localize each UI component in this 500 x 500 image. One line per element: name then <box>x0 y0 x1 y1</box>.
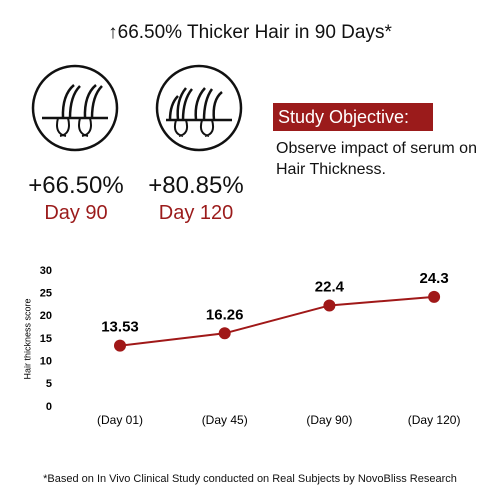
data-label: 13.53 <box>101 319 139 336</box>
point <box>323 299 336 312</box>
y-tick-label: 25 <box>40 288 52 300</box>
point <box>428 290 441 303</box>
stat-label: Day 120 <box>158 202 234 224</box>
stat-value: +80.85% <box>148 172 244 199</box>
point <box>114 339 126 352</box>
stat-value: +66.50% <box>28 172 124 199</box>
y-tick-label: 20 <box>40 310 52 322</box>
objective-heading: Study Objective: <box>278 107 410 127</box>
x-tick-label: (Day 45) <box>202 413 248 427</box>
title: ↑66.50% Thicker Hair in 90 Days* <box>108 22 392 43</box>
icon-hair <box>31 64 119 152</box>
data-label: 24.3 <box>419 270 448 287</box>
icon-hair-dense <box>155 64 243 152</box>
line <box>119 295 435 347</box>
y-axis-label: Hair thickness score <box>22 298 32 379</box>
footnote: *Based on In Vivo Clinical Study conduct… <box>43 473 457 485</box>
objective-text: Observe impact of serum on Hair Thicknes… <box>276 140 477 178</box>
data-label: 16.26 <box>206 306 244 323</box>
x-tick-label: (Day 01) <box>97 413 143 427</box>
x-tick-label: (Day 120) <box>408 413 461 427</box>
objective-box <box>273 103 433 131</box>
y-tick-label: 30 <box>40 265 52 277</box>
y-tick-label: 5 <box>46 378 52 390</box>
x-tick-label: (Day 90) <box>306 413 352 427</box>
data-label: 22.4 <box>315 278 345 295</box>
chart: Hair thickness score 0 5 10 15 20 25 30 (Day 01)… <box>22 265 460 427</box>
y-tick-label: 15 <box>40 333 52 345</box>
y-tick-label: 10 <box>40 356 52 368</box>
point <box>218 327 231 340</box>
y-tick-label: 0 <box>46 401 52 413</box>
stat-label: Day 90 <box>44 202 108 224</box>
